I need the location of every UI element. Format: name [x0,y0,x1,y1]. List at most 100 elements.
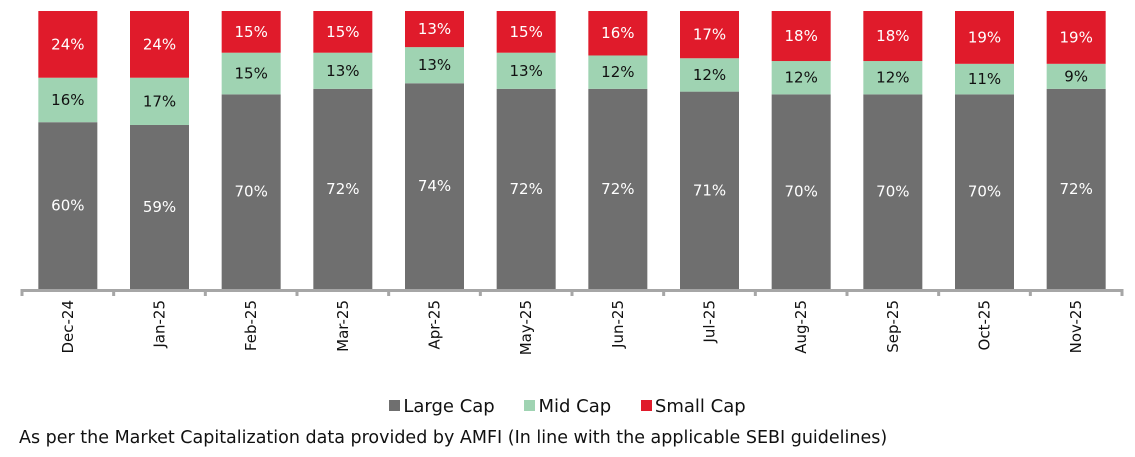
bar-mid-cap-sep-25 [863,61,923,95]
x-tick-mark [570,289,574,296]
footnote: As per the Market Capitalization data pr… [19,428,888,448]
data-label-small-cap-may-25: 15% [509,23,542,41]
x-tick-mark [1028,289,1032,296]
x-tick-labels: Dec-24 Jan-25 Feb-25 Mar-25 Apr-25 May-25 Jun-… [59,300,1085,355]
data-label-mid-cap-jan-25: 17% [143,92,176,110]
x-tick-mark [1120,289,1124,296]
data-label-small-cap-mar-25: 15% [326,23,359,41]
data-label-large-cap-aug-25: 70% [784,183,817,201]
x-tick-label-dec-24: Dec-24 [59,300,77,354]
x-tick-mark [203,289,207,296]
bar-mid-cap-aug-25 [771,61,831,95]
bar-mid-cap-jun-25 [588,55,648,89]
x-tick-label-mar-25: Mar-25 [334,300,352,352]
data-label-mid-cap-may-25: 13% [509,62,542,80]
data-label-mid-cap-dec-24: 16% [51,91,84,109]
data-label-large-cap-oct-25: 70% [968,183,1001,201]
bar-mid-cap-nov-25 [1046,63,1106,89]
bar-large-cap-sep-25 [863,94,923,290]
bar-small-cap-dec-24 [38,11,98,78]
bar-mid-cap-feb-25 [221,52,281,95]
bar-large-cap-jun-25 [588,88,648,289]
x-tick-label-may-25: May-25 [517,300,535,355]
x-tick-label-jun-25: Jun-25 [609,300,627,349]
bar-small-cap-jul-25 [680,11,739,59]
data-label-large-cap-may-25: 72% [509,180,542,198]
data-label-large-cap-jun-25: 72% [601,180,634,198]
data-label-small-cap-feb-25: 15% [234,23,267,41]
data-label-small-cap-jan-25: 24% [143,35,176,53]
bar-mid-cap-dec-24 [38,77,98,123]
legend-swatch-mid-cap [524,400,536,411]
bar-small-cap-jun-25 [588,11,648,56]
x-tick-label-apr-25: Apr-25 [426,300,444,350]
x-tick-mark [845,289,849,296]
x-tick-mark [295,289,299,296]
data-label-large-cap-mar-25: 72% [326,180,359,198]
bar-large-cap-aug-25 [771,94,831,290]
bar-large-cap-apr-25 [405,83,464,289]
bar-small-cap-mar-25 [313,11,373,53]
data-label-large-cap-jul-25: 71% [693,181,726,199]
bar-small-cap-apr-25 [405,11,464,48]
stacked-bar-chart: 60% 16% 24% 59% 17% 24% 70% 15% 15% 72% 13% 15% 74% 1… [20,11,1124,355]
data-label-mid-cap-nov-25: 9% [1064,67,1088,85]
x-tick-mark [478,289,482,296]
bar-large-cap-oct-25 [955,94,1014,290]
x-tick-label-nov-25: Nov-25 [1067,300,1085,353]
x-tick-label-feb-25: Feb-25 [242,300,260,351]
bar-mid-cap-jul-25 [680,58,739,92]
data-label-mid-cap-jul-25: 12% [693,66,726,84]
bar-small-cap-nov-25 [1046,11,1106,64]
x-tick-label-jan-25: Jan-25 [151,300,169,349]
bar-small-cap-jan-25 [130,11,189,78]
data-label-mid-cap-oct-25: 11% [968,70,1001,88]
bar-small-cap-aug-25 [771,11,831,62]
bar-mid-cap-may-25 [496,52,556,89]
data-label-small-cap-sep-25: 18% [876,27,909,45]
bar-large-cap-mar-25 [313,88,373,289]
x-tick-label-jul-25: Jul-25 [701,300,719,344]
bar-large-cap-jan-25 [130,124,189,289]
data-label-large-cap-feb-25: 70% [234,183,267,201]
data-label-large-cap-nov-25: 72% [1059,180,1092,198]
data-label-mid-cap-aug-25: 12% [784,69,817,87]
data-label-large-cap-jan-25: 59% [143,198,176,216]
bars-group: 60% 16% 24% 59% 17% 24% 70% 15% 15% 72% 13% 15% 74% 1… [38,11,1106,290]
bar-large-cap-may-25 [496,88,556,289]
data-label-mid-cap-sep-25: 12% [876,69,909,87]
x-axis [20,289,1124,296]
x-tick-label-oct-25: Oct-25 [976,300,994,350]
x-tick-mark [753,289,757,296]
x-tick-label-sep-25: Sep-25 [884,300,902,353]
bar-small-cap-may-25 [496,11,556,53]
data-label-mid-cap-jun-25: 12% [601,63,634,81]
data-label-mid-cap-mar-25: 13% [326,62,359,80]
bar-mid-cap-apr-25 [405,47,464,84]
bar-large-cap-jul-25 [680,91,739,290]
data-label-large-cap-apr-25: 74% [418,177,451,195]
data-label-small-cap-apr-25: 13% [418,20,451,38]
bar-large-cap-feb-25 [221,94,281,290]
legend-item-mid-cap: Mid Cap [524,396,611,417]
data-label-small-cap-nov-25: 19% [1059,28,1092,46]
x-tick-label-aug-25: Aug-25 [792,300,810,354]
legend-item-large-cap: Large Cap [389,396,495,417]
bar-large-cap-dec-24 [38,122,98,289]
x-tick-mark [112,289,116,296]
legend-label-mid-cap: Mid Cap [538,396,612,417]
x-tick-mark [937,289,941,296]
bar-small-cap-feb-25 [221,11,281,53]
data-label-small-cap-jul-25: 17% [693,26,726,44]
data-label-mid-cap-apr-25: 13% [418,56,451,74]
bar-mid-cap-jan-25 [130,77,189,125]
x-tick-mark [662,289,666,296]
bar-large-cap-nov-25 [1046,88,1106,289]
x-tick-mark [387,289,391,296]
data-label-large-cap-sep-25: 70% [876,183,909,201]
data-label-large-cap-dec-24: 60% [51,197,84,215]
legend-swatch-small-cap [640,400,652,411]
x-tick-mark [20,289,24,296]
data-label-small-cap-dec-24: 24% [51,35,84,53]
bar-mid-cap-mar-25 [313,52,373,89]
